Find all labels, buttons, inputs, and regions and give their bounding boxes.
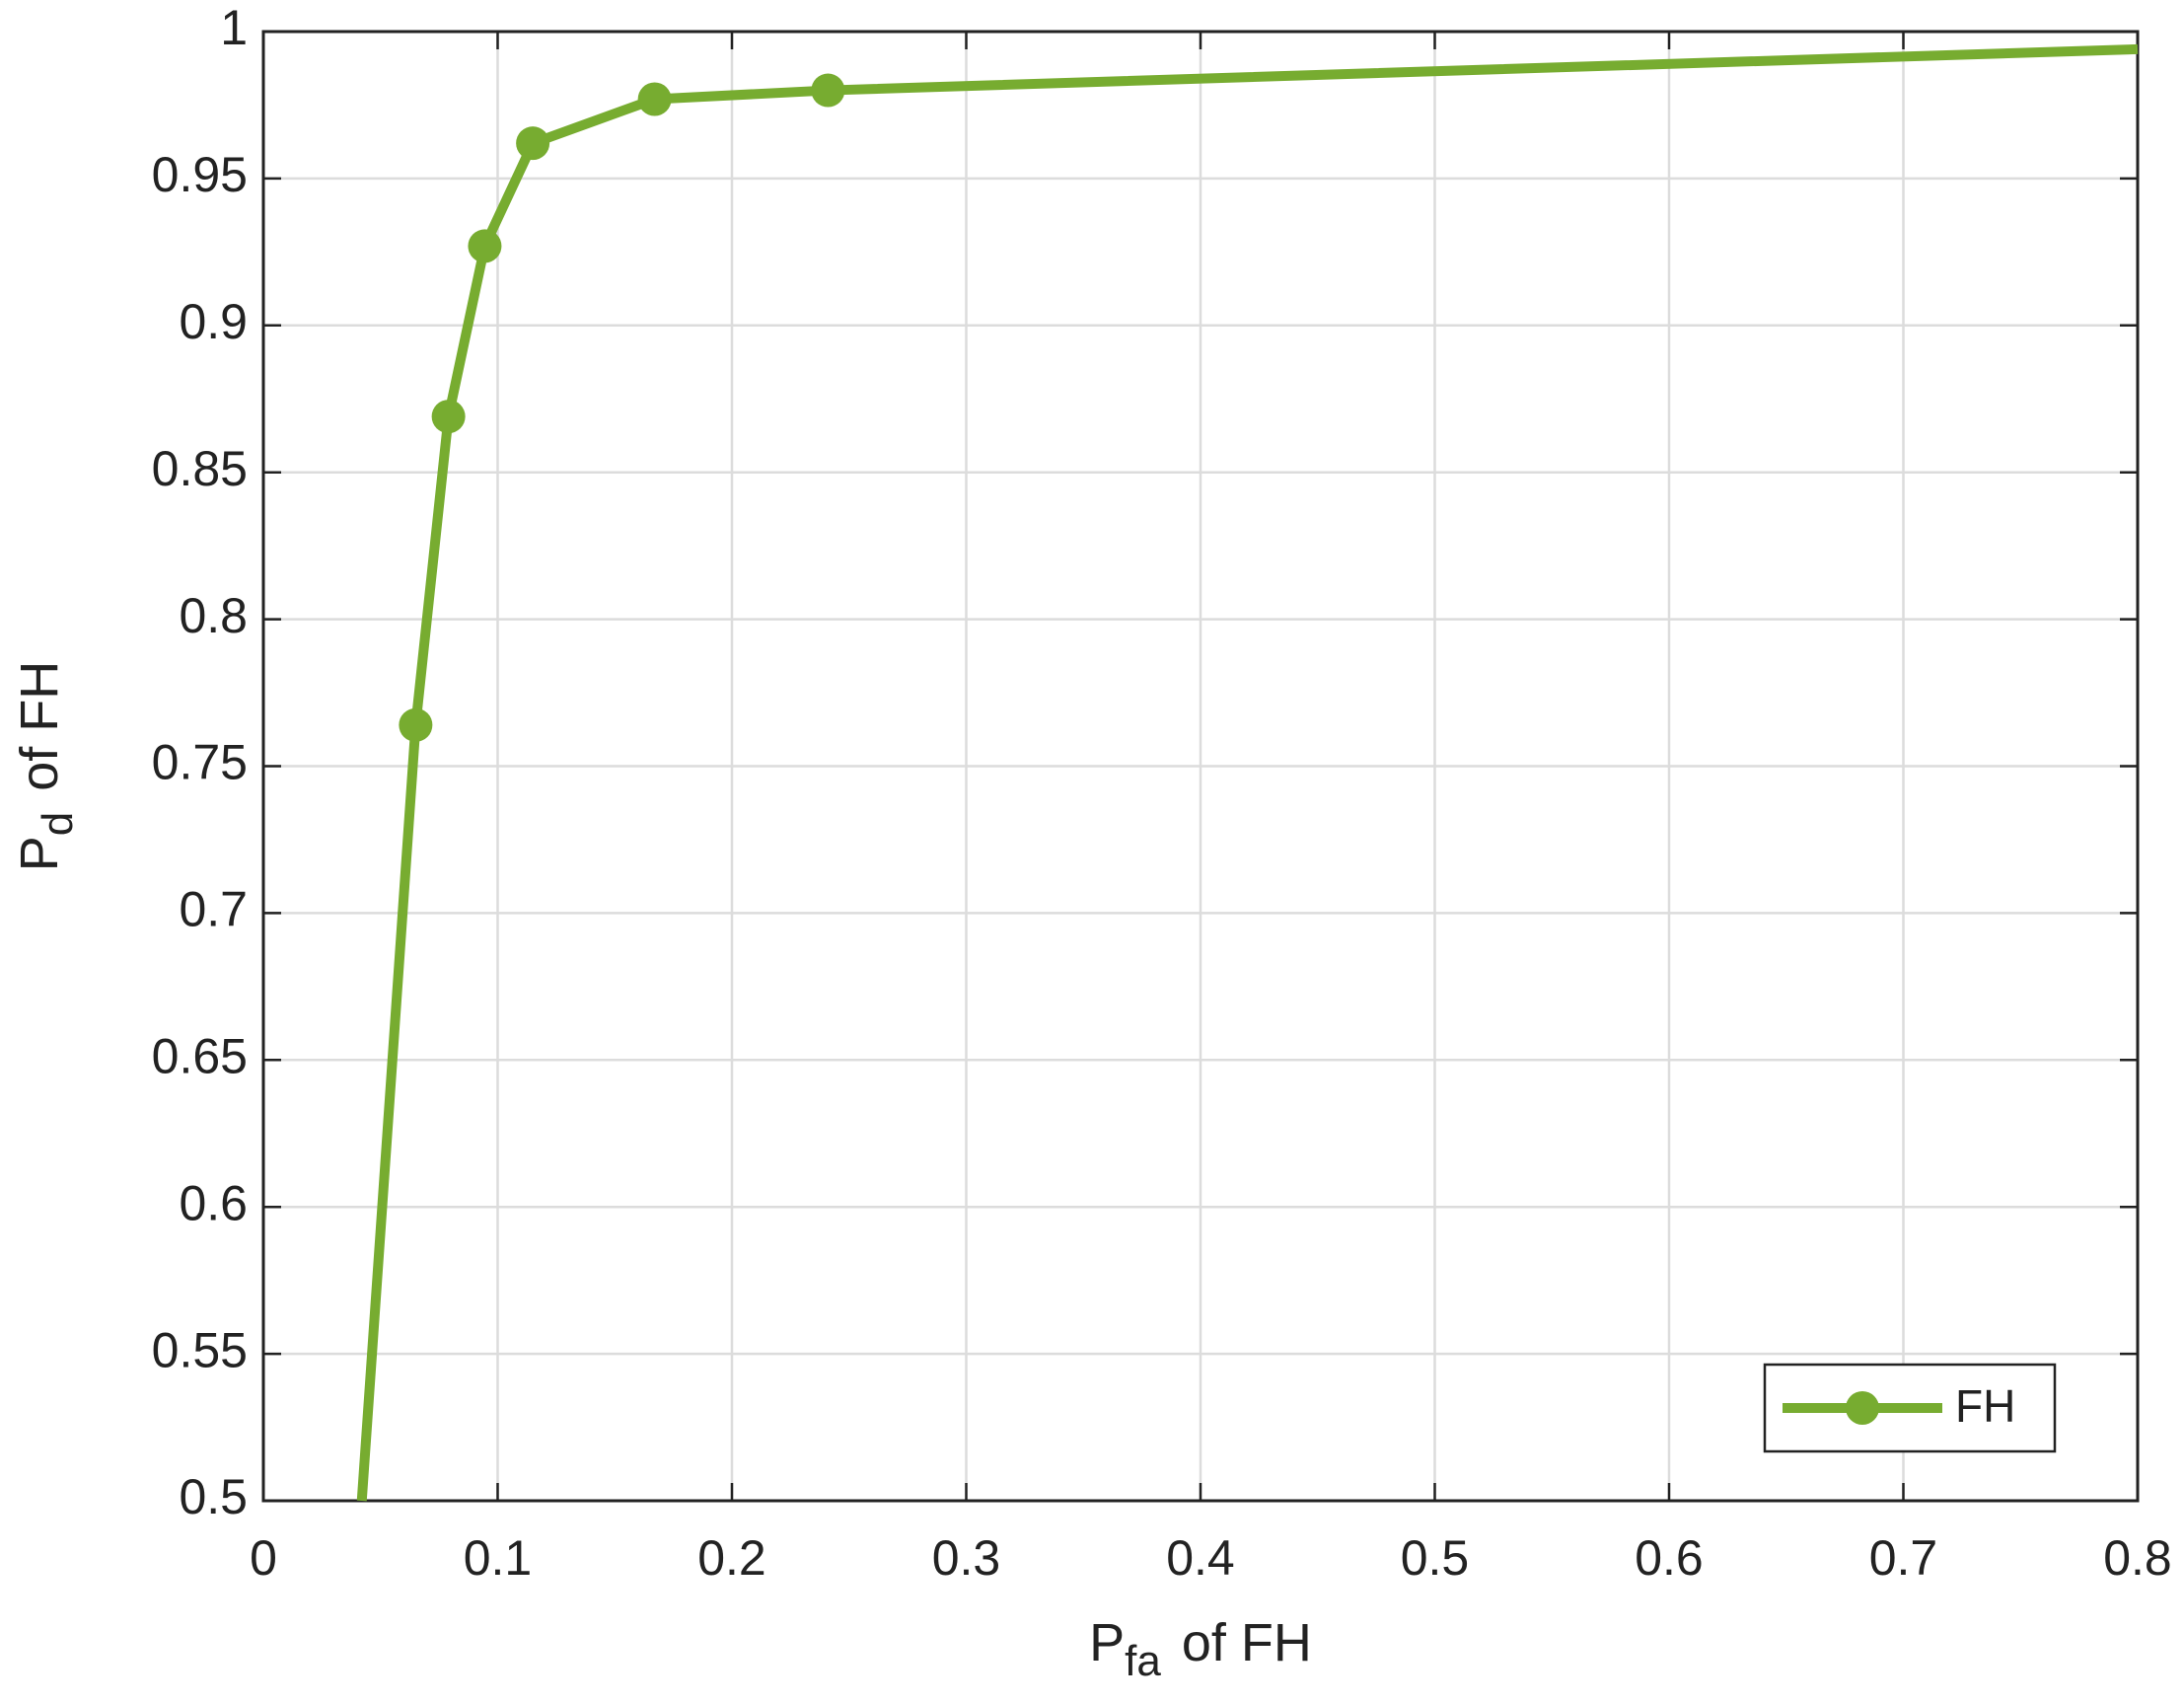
y-tick-label: 0.6 — [179, 1175, 248, 1230]
x-axis-label: Pfa of FH — [1089, 1613, 1312, 1685]
x-axis-label-part: fa — [1125, 1637, 1161, 1685]
y-tick-label: 0.7 — [179, 882, 248, 937]
axes-box — [261, 30, 2140, 1503]
data-point — [399, 707, 433, 742]
y-tick-label: 1 — [220, 0, 248, 55]
y-axis-label-part: P — [10, 836, 69, 871]
data-point — [516, 126, 550, 161]
y-tick-label: 0.55 — [152, 1322, 248, 1377]
y-tick-label: 0.75 — [152, 735, 248, 790]
data-point — [431, 400, 466, 434]
y-tick-label: 0.65 — [152, 1029, 248, 1084]
x-tick-label: 0.4 — [1166, 1530, 1235, 1586]
y-axis-label-part: of FH — [10, 661, 69, 806]
y-tick-label: 0.8 — [179, 588, 248, 643]
x-tick-label: 0 — [250, 1530, 277, 1586]
x-tick-label: 0.7 — [1869, 1530, 1938, 1586]
y-tick-label: 0.85 — [152, 441, 248, 496]
data-point — [468, 229, 502, 263]
y-tick-label: 0.5 — [179, 1469, 248, 1524]
data-point — [811, 73, 845, 108]
x-tick-label: 0.8 — [2103, 1530, 2172, 1586]
data-line — [356, 43, 2139, 1502]
y-axis-label: Pd of FH — [10, 661, 82, 872]
y-axis-label-part: d — [34, 812, 82, 836]
x-tick-label: 0.3 — [932, 1530, 1001, 1586]
legend-label: FH — [1955, 1380, 2015, 1432]
x-tick-label: 0.2 — [697, 1530, 766, 1586]
legend-marker — [1846, 1391, 1879, 1425]
x-tick-label: 0.6 — [1635, 1530, 1704, 1586]
y-tick-label: 0.9 — [179, 294, 248, 349]
x-tick-label: 0.1 — [464, 1530, 533, 1586]
y-tick-label: 0.95 — [152, 147, 248, 202]
x-tick-label: 0.5 — [1401, 1530, 1470, 1586]
data-point — [637, 82, 672, 116]
x-axis-label-part: P — [1089, 1613, 1125, 1672]
x-axis-label-part: of FH — [1167, 1613, 1312, 1672]
